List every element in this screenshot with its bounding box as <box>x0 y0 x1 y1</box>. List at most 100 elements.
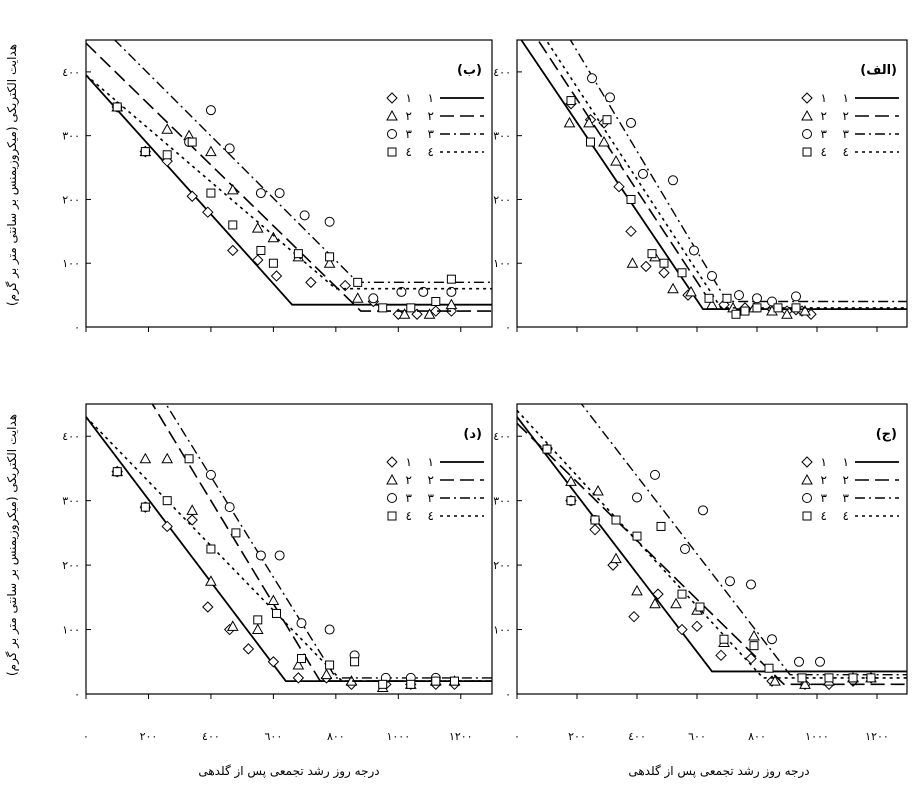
data-point-square <box>140 147 150 157</box>
data-point-triangle <box>631 584 643 596</box>
data-point-diamond <box>613 180 625 193</box>
data-point-diamond <box>589 523 601 536</box>
data-point-circle <box>689 245 699 256</box>
series-line-4 <box>517 409 907 679</box>
legend-marker <box>386 109 398 121</box>
series-line-1 <box>517 416 907 673</box>
data-point-circle <box>638 168 648 179</box>
plot-area <box>517 404 907 691</box>
plot-frame <box>85 39 493 328</box>
data-point-diamond <box>745 652 757 665</box>
data-point-diamond <box>625 225 637 238</box>
legend-line-label: ۳ <box>843 127 850 141</box>
data-point-square <box>256 245 266 255</box>
data-point-triangle <box>667 282 679 294</box>
data-point-square <box>406 303 416 313</box>
data-point-square <box>112 467 122 477</box>
data-point-triangle <box>769 675 781 686</box>
data-point-square <box>866 673 876 683</box>
data-point-triangle <box>626 257 639 268</box>
data-point-triangle <box>563 116 576 128</box>
data-point-square <box>325 660 335 670</box>
legend-line-label: ۱ <box>428 91 434 105</box>
legend-line-label: ۱ <box>843 455 849 469</box>
x-tick-label: ۰ <box>514 730 520 743</box>
data-point-diamond <box>715 649 727 662</box>
legend-marker-label: ۲ <box>406 109 412 123</box>
legend-marker <box>801 109 813 121</box>
x-tick-label: ٤۰۰ <box>202 730 220 743</box>
legend-line-label: ۱ <box>428 455 434 469</box>
y-axis-title-top: هدایت الکتریکی (میکروزیمنس بر سانتی متر … <box>5 44 20 306</box>
data-point-circle <box>707 270 717 281</box>
data-point-square <box>162 496 172 506</box>
data-point-square <box>659 258 669 268</box>
data-point-diamond <box>430 305 442 317</box>
panel-label: (د) <box>463 427 482 442</box>
data-point-square <box>590 515 600 525</box>
panel-2: ۰ ۱۰۰ ۲۰۰ ۳۰۰ ٤۰۰ (ب) ۱ ۱ ۲ ۲ ۳ ۳ ٤ ٤ <box>62 39 493 334</box>
data-point-triangle <box>186 504 199 515</box>
data-point-circle <box>698 505 708 516</box>
data-point-triangle <box>592 484 604 496</box>
data-point-triangle <box>267 594 280 606</box>
data-point-diamond <box>292 672 305 684</box>
y-tick-label: ۰ <box>505 321 511 334</box>
y-tick-label: ۰ <box>74 321 80 334</box>
plot-frame <box>516 39 908 328</box>
legend-marker-label: ۱ <box>821 91 827 105</box>
data-point-triangle <box>251 623 264 635</box>
data-point-diamond <box>242 643 255 655</box>
legend-marker-label: ۲ <box>821 473 827 487</box>
legend-line-label: ٤ <box>843 145 849 159</box>
legend-line-label: ۳ <box>428 491 435 505</box>
legend-line-label: ۱ <box>843 91 849 105</box>
data-point-circle <box>205 469 216 480</box>
data-point-diamond <box>640 260 652 273</box>
data-point-diamond <box>186 190 198 202</box>
legend-marker-label: ٤ <box>821 509 827 523</box>
data-point-triangle <box>398 308 411 319</box>
legend-line-label: ٤ <box>843 509 849 523</box>
legend-marker-label: ۳ <box>406 127 413 141</box>
series-line-4 <box>86 74 492 290</box>
data-point-diamond <box>691 620 703 633</box>
data-point-square <box>695 602 705 612</box>
series-line-1 <box>86 74 492 306</box>
legend-line-label: ۲ <box>428 473 434 487</box>
plot-area <box>520 40 907 320</box>
data-point-triangle <box>320 668 333 680</box>
data-point-square <box>586 137 595 147</box>
y-tick-label: ٤۰۰ <box>493 430 511 443</box>
data-point-circle <box>680 544 690 554</box>
y-tick-label: ۰ <box>74 688 80 701</box>
data-point-circle <box>767 634 777 645</box>
y-tick-label: ۲۰۰ <box>62 559 80 572</box>
panel-3: ۰ ۱۰۰ ۲۰۰ ۳۰۰ ٤۰۰ ۰ ۲۰۰ ٤۰۰ ٦۰۰ ۸۰۰ ۱۰۰۰ ۱۲۰۰ (ج) ۱ ۱ ۲… <box>493 403 908 743</box>
data-point-square <box>764 663 774 673</box>
data-point-circle <box>587 73 597 84</box>
data-point-square <box>740 306 750 316</box>
data-point-diamond <box>202 206 214 218</box>
data-point-square <box>824 673 834 683</box>
plot-frame <box>85 403 493 695</box>
data-point-square <box>378 679 388 689</box>
legend-line-label: ۳ <box>428 127 435 141</box>
legend-marker <box>801 473 813 485</box>
y-tick-label: ۳۰۰ <box>62 495 80 508</box>
y-tick-label: ۲۰۰ <box>62 193 80 206</box>
data-point-triangle <box>445 298 458 310</box>
y-tick-label: ٤۰۰ <box>493 66 511 79</box>
x-tick-label: ۸۰۰ <box>748 730 766 743</box>
data-point-circle <box>746 579 756 590</box>
data-point-circle <box>296 618 307 629</box>
data-point-circle <box>418 286 429 297</box>
data-point-triangle <box>598 136 610 147</box>
x-tick-label: ٦۰۰ <box>265 730 283 743</box>
data-point-diamond <box>186 514 198 526</box>
data-point-circle <box>446 286 457 297</box>
data-point-square <box>431 676 441 686</box>
data-point-square <box>296 654 306 664</box>
data-point-circle <box>632 492 642 503</box>
